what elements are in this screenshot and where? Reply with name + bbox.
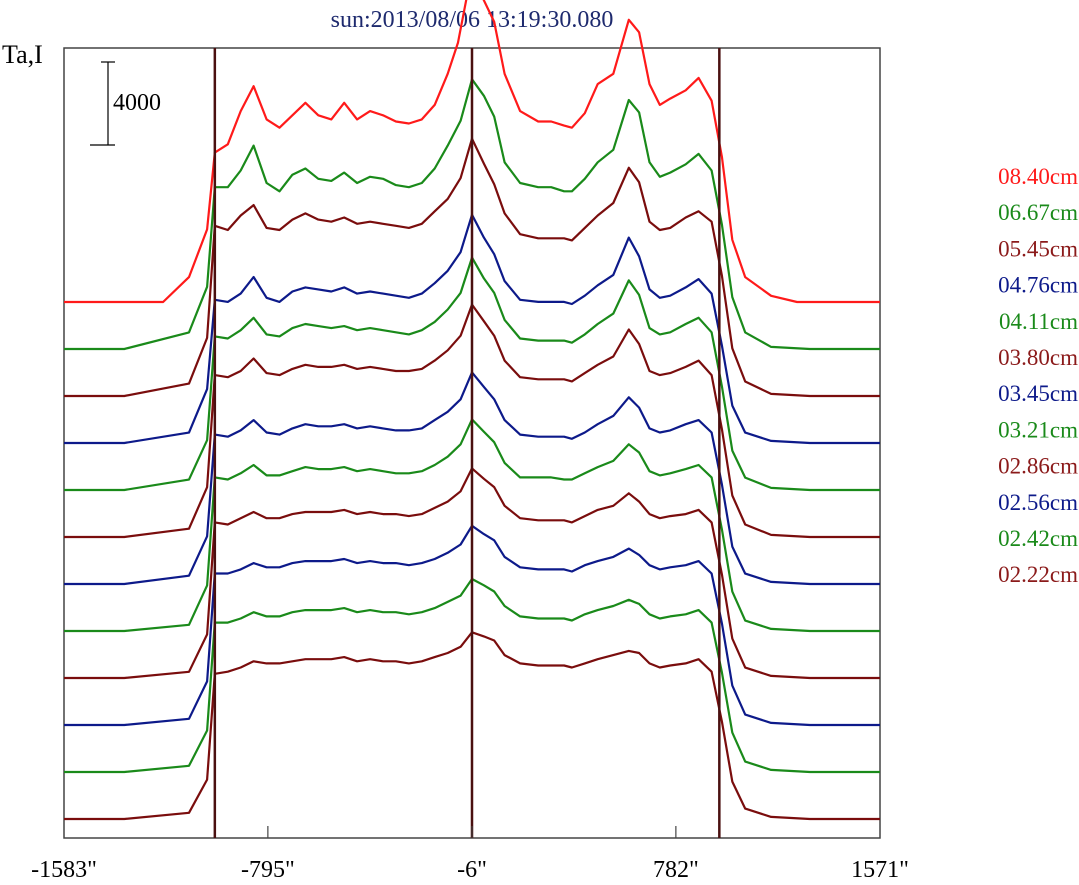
series-line-04.11cm [64, 256, 880, 492]
x-tick-label: 1571" [851, 857, 909, 883]
x-tick-label: -6" [457, 857, 487, 883]
series-line-05.45cm [64, 137, 880, 398]
x-tick-label: -795" [241, 857, 295, 883]
legend-entry-05.45cm: 05.45cm [998, 236, 1078, 261]
legend-entry-02.42cm: 02.42cm [998, 526, 1078, 551]
legend-entry-03.45cm: 03.45cm [998, 381, 1078, 406]
legend-entry-06.67cm: 06.67cm [998, 200, 1078, 225]
series-line-03.80cm [64, 303, 880, 539]
y-axis-label: Ta,I [2, 40, 43, 69]
legend-entry-08.40cm: 08.40cm [998, 164, 1078, 189]
scale-bar: 4000 [90, 61, 161, 146]
series-line-04.76cm [64, 213, 880, 445]
legend-entry-02.22cm: 02.22cm [998, 562, 1078, 587]
series-line-08.40cm [64, 0, 880, 304]
x-tick-label: 782" [653, 857, 699, 883]
legend-entry-04.76cm: 04.76cm [998, 273, 1078, 298]
scale-bar-label: 4000 [113, 90, 161, 116]
series-line-02.22cm [64, 631, 880, 821]
legend: 08.40cm 06.67cm 05.45cm 04.76cm 04.11cm 03.80… [998, 164, 1078, 587]
x-tick-label: -1583" [31, 857, 97, 883]
series-line-02.86cm [64, 467, 880, 680]
x-axis-ticks: -1583" -795" -6" 782" 1571" [31, 826, 909, 883]
legend-entry-03.21cm: 03.21cm [998, 417, 1078, 442]
legend-entry-03.80cm: 03.80cm [998, 345, 1078, 370]
series-curves [64, 0, 880, 821]
series-line-06.67cm [64, 78, 880, 351]
legend-entry-02.86cm: 02.86cm [998, 454, 1078, 479]
legend-entry-02.56cm: 02.56cm [998, 490, 1078, 515]
chart-title: sun:2013/08/06 13:19:30.080 [331, 7, 614, 33]
series-line-03.45cm [64, 371, 880, 586]
limb-markers [213, 48, 721, 838]
series-line-02.56cm [64, 524, 880, 727]
series-line-02.42cm [64, 577, 880, 774]
series-line-03.21cm [64, 418, 880, 633]
legend-entry-04.11cm: 04.11cm [999, 309, 1078, 334]
